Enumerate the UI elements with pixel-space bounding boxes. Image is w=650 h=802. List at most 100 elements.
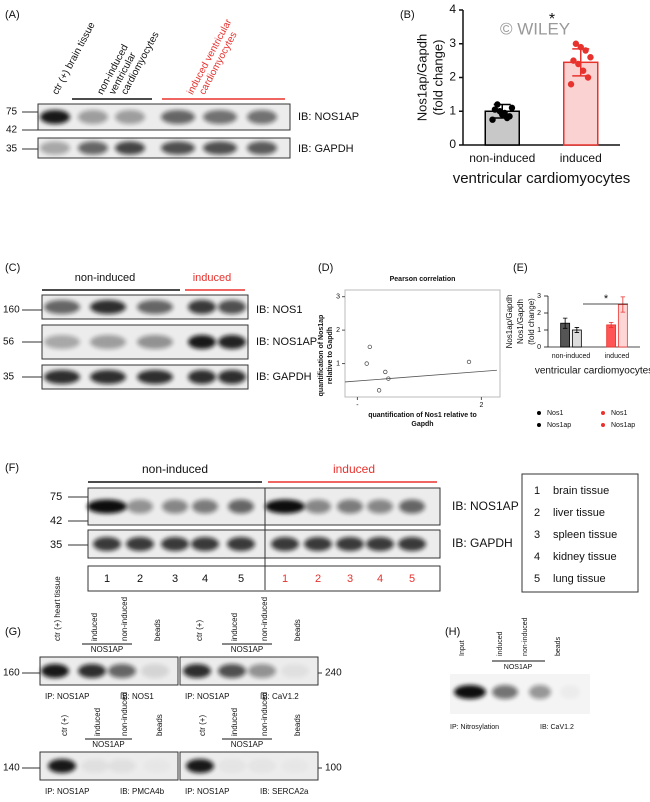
label: IB: NOS1: [256, 304, 302, 316]
y-tick-label: 2: [336, 327, 340, 334]
lane-label: induced: [497, 631, 504, 656]
band: [367, 499, 393, 514]
y-axis-label: quantification of Nos1ap: [318, 315, 325, 397]
label: IP: NOS1AP: [45, 692, 89, 701]
band: [192, 499, 218, 514]
label: IB: GAPDH: [452, 536, 513, 550]
band: [399, 499, 425, 514]
label: 42: [6, 125, 18, 136]
lane-number: 2: [137, 573, 143, 585]
band: [492, 685, 518, 699]
lane-label: beads: [293, 714, 302, 736]
band: [108, 664, 136, 678]
lane-label: ctr (+): [195, 620, 204, 641]
label: 75: [6, 107, 18, 118]
error-bar: [574, 327, 580, 333]
y-tick-label: 0: [449, 137, 456, 151]
plot-frame: [344, 289, 501, 398]
band: [203, 141, 237, 155]
band: [44, 370, 80, 384]
data-point: [499, 111, 506, 118]
band: [186, 759, 214, 773]
lane-number: 2: [315, 573, 321, 585]
lane-label: ctr (+) heart tissue: [53, 576, 62, 641]
x-tick-label: non-induced: [469, 151, 535, 165]
chart-title: Pearson correlation: [390, 276, 456, 283]
lane-label: beads: [555, 636, 562, 656]
band: [218, 664, 246, 678]
label: induced: [333, 462, 375, 476]
band: [81, 759, 109, 773]
band: [218, 300, 246, 314]
legend-marker: [537, 423, 541, 427]
label: IB: CaV1.2: [540, 724, 574, 731]
data-point: [494, 101, 501, 108]
y-tick-label: 2: [537, 310, 541, 317]
label: non-induced: [75, 272, 136, 284]
y-tick-label: 0: [537, 344, 541, 351]
label: 56: [3, 337, 15, 348]
lane-number: 1: [282, 573, 288, 585]
band: [336, 537, 364, 551]
data-point: [587, 54, 594, 61]
legend-number: 2: [534, 507, 540, 519]
label: NOS1AP: [91, 645, 123, 654]
lane-label: Input: [459, 640, 466, 656]
band: [183, 664, 211, 678]
band: [87, 499, 127, 514]
error-bar: [562, 317, 568, 329]
label: 160: [3, 668, 20, 679]
band: [162, 499, 188, 514]
label: (F): [5, 462, 19, 474]
x-tick-label: induced: [605, 353, 630, 360]
band: [48, 759, 76, 773]
band: [93, 537, 121, 551]
legend-label: Nos1: [611, 410, 627, 417]
data-point: [489, 116, 496, 123]
label: 75: [50, 491, 62, 503]
band: [218, 759, 246, 773]
lane-number: 5: [409, 573, 415, 585]
y-tick-label: 4: [449, 2, 456, 16]
y-axis-label: (fold change): [430, 40, 445, 116]
legend-marker: [601, 423, 605, 427]
y-tick-label: 1: [537, 327, 541, 334]
band: [454, 685, 486, 699]
band: [203, 110, 237, 124]
band: [90, 370, 126, 384]
band: [44, 335, 80, 349]
band: [90, 335, 126, 349]
lane-label: ctr (+): [198, 715, 207, 736]
band: [271, 537, 299, 551]
band: [137, 300, 173, 314]
band: [247, 141, 277, 155]
lane-label: non-induced: [260, 692, 269, 736]
label: 100: [325, 763, 342, 774]
legend-box: [521, 473, 639, 593]
x-axis-label: Gapdh: [411, 421, 433, 428]
label: IP: NOS1AP: [185, 787, 229, 796]
legend-tissue: spleen tissue: [553, 529, 617, 541]
label: induced: [193, 272, 232, 284]
legend-number: 4: [534, 551, 540, 563]
band: [90, 300, 126, 314]
lane-label: beads: [153, 619, 162, 641]
legend-tissue: lung tissue: [553, 573, 606, 585]
lane-label: ctr (+): [60, 715, 69, 736]
bar: [606, 324, 617, 348]
label: IP: NOS1AP: [185, 692, 229, 701]
band: [228, 499, 254, 514]
panel-label: (B): [400, 9, 415, 21]
band: [161, 110, 195, 124]
label: IP: Nitrosylation: [450, 724, 499, 731]
band: [115, 110, 145, 124]
band: [137, 370, 173, 384]
watermark: © WILEY: [500, 19, 570, 38]
label: non-induced: [142, 462, 208, 476]
band: [248, 759, 276, 773]
label: IB: NOS1AP: [452, 499, 519, 513]
data-point: [567, 81, 575, 88]
data-point: [584, 74, 592, 81]
